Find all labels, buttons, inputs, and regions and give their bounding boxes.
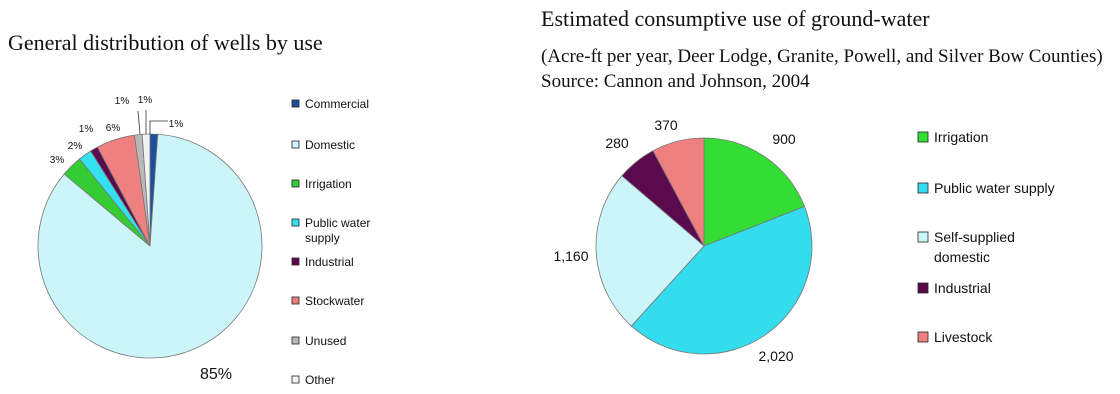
pie-slice-public-water-supply: [630, 205, 813, 355]
legend-swatch-public-water-supply: [917, 182, 929, 194]
legend-label-industrial: Industrial: [934, 280, 991, 296]
legend-swatch-unused: [291, 336, 300, 345]
pie-slice-self-supplied-domestic: [595, 175, 705, 327]
legend-swatch-self-supplied-domestic: [917, 231, 929, 243]
legend-label-self-supplied-domestic: Self-supplied: [934, 229, 1015, 245]
pie-chart-wells: 1% 85% 3%2% 1% 6% 1% 1%: [37, 95, 263, 383]
legend-label-domestic: Domestic: [305, 138, 355, 152]
chart-title-groundwater: Estimated consumptive use of ground-wate…: [541, 6, 930, 31]
leader-line-unused: [137, 110, 141, 135]
legend-swatch-irrigation: [291, 179, 300, 188]
legend-label-irrigation: Irrigation: [934, 129, 988, 145]
legend-swatch-domestic: [291, 140, 300, 149]
legend-label-livestock: Livestock: [934, 329, 993, 345]
data-label-industrial: 280: [605, 135, 629, 151]
pie-slice-livestock: [652, 137, 705, 247]
data-label-stockwater: 6%: [106, 123, 121, 134]
data-label-other: 1%: [138, 95, 153, 106]
data-label-self-supplied-domestic: 1,160: [553, 248, 588, 264]
data-label-livestock: 370: [654, 117, 678, 133]
legend-label-industrial: Industrial: [305, 255, 354, 269]
legend-label-unused: Unused: [305, 334, 346, 348]
legend-groundwater: Irrigation Public water supply Self-suppli…: [917, 129, 1055, 345]
legend-swatch-commercial: [291, 99, 300, 108]
leader-line-commercial: [149, 120, 168, 134]
legend-swatch-industrial: [917, 282, 929, 294]
legend-swatch-irrigation: [917, 131, 929, 143]
legend-swatch-public-water-supply: [291, 218, 300, 227]
data-label-industrial: 1%: [79, 124, 94, 135]
data-label-irrigation: 900: [772, 131, 796, 147]
pie-slice-domestic: [37, 133, 263, 359]
legend-label-irrigation: Irrigation: [305, 177, 352, 191]
legend-label-other: Other: [305, 373, 335, 387]
legend-swatch-stockwater: [291, 296, 300, 305]
data-label-commercial: 1%: [169, 119, 184, 130]
legend-swatch-livestock: [917, 331, 929, 343]
legend-wells: Commercial Domestic Irrigation Public water…: [291, 97, 370, 387]
data-label-unused: 1%: [115, 96, 130, 107]
chart-title-wells: General distribution of wells by use: [8, 30, 323, 55]
data-label-public-water-supply: 2,020: [758, 348, 793, 364]
legend-label-public-water-supply: Public water: [305, 216, 370, 230]
legend-label-stockwater: Stockwater: [305, 294, 364, 308]
chart-subtitle-groundwater: (Acre-ft per year, Deer Lodge, Granite, …: [541, 46, 1103, 92]
legend-label-public-water-supply: Public water supply: [934, 180, 1055, 196]
pie-slice-irrigation: [703, 137, 805, 247]
data-label-irrigation: 3%: [50, 155, 65, 166]
legend-label-commercial: Commercial: [305, 97, 369, 111]
legend-swatch-industrial: [291, 257, 300, 266]
legend-swatch-other: [291, 375, 300, 384]
legend-label-self-supplied-domestic: domestic: [934, 249, 990, 265]
data-label-public-water-supply: 2%: [68, 141, 83, 152]
data-label-domestic: 85%: [200, 366, 232, 383]
legend-label-public-water-supply: supply: [305, 231, 340, 245]
pie-chart-groundwater: 900 2,020 1,160 280 370: [553, 117, 813, 364]
